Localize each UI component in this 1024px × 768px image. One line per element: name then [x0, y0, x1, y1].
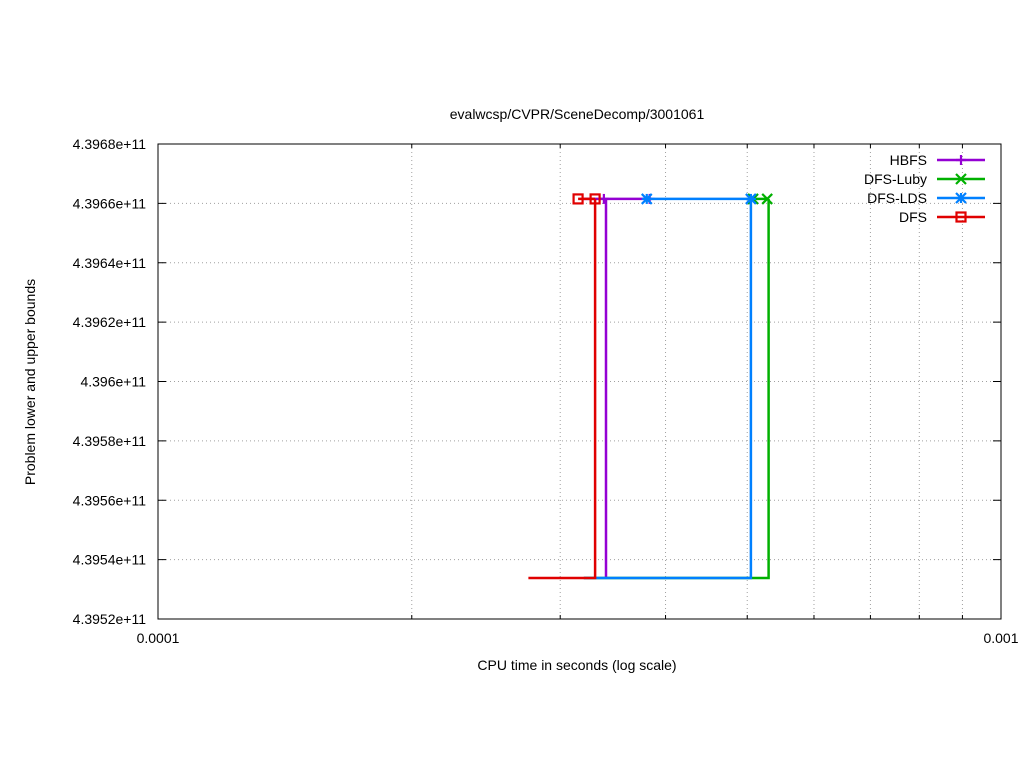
marker-stroke — [955, 192, 967, 204]
legend-item: DFS-LDS — [867, 190, 985, 206]
marker-stroke — [745, 193, 757, 205]
x-marker — [955, 173, 967, 185]
chart-title: evalwcsp/CVPR/SceneDecomp/3001061 — [450, 106, 705, 122]
square-marker — [589, 193, 601, 205]
x-axis-label: CPU time in seconds (log scale) — [477, 657, 676, 673]
tick-label-layer: 4.3952e+11 4.3954e+11 4.3956e+11 4.3958e+11… — [73, 136, 1019, 646]
legend-label: DFS — [899, 209, 927, 225]
legend-label: DFS-Luby — [864, 171, 927, 187]
square-marker — [955, 211, 967, 223]
series-lower-bound-line — [583, 198, 753, 580]
y-tick-label: 4.3968e+11 — [73, 136, 147, 152]
legend-label: DFS-LDS — [867, 190, 927, 206]
square-marker — [572, 193, 584, 205]
series-layer — [528, 193, 773, 580]
legend-item: DFS — [899, 209, 985, 225]
y-tick-label: 4.3964e+11 — [73, 255, 147, 271]
marker-stroke — [589, 193, 601, 205]
series-dfs — [528, 193, 601, 580]
x-tick-label: 0.0001 — [137, 630, 180, 646]
legend-item: HBFS — [890, 152, 985, 168]
y-tick-label: 4.3956e+11 — [73, 492, 147, 508]
legend-item: DFS-Luby — [864, 171, 985, 187]
y-tick-label: 4.3966e+11 — [73, 195, 147, 211]
x-marker — [761, 193, 773, 205]
y-tick-label: 4.3954e+11 — [73, 552, 147, 568]
star-marker — [955, 192, 967, 204]
series-dfs-lds — [583, 193, 757, 580]
marker-stroke — [955, 211, 967, 223]
grid-layer — [158, 144, 1001, 619]
star-marker — [745, 193, 757, 205]
series-dfs-luby — [583, 193, 773, 580]
plus-marker — [956, 155, 966, 165]
marker-stroke — [955, 173, 967, 185]
marker-stroke — [572, 193, 584, 205]
series-lower-bound-line — [528, 198, 597, 580]
y-tick-label: 4.3952e+11 — [73, 611, 147, 627]
plot-frame — [157, 143, 1002, 620]
y-axis-label: Problem lower and upper bounds — [22, 279, 38, 485]
y-tick-label: 4.3958e+11 — [73, 433, 147, 449]
y-tick-label: 4.396e+11 — [80, 374, 146, 390]
x-tick-label: 0.001 — [983, 630, 1018, 646]
marker-stroke — [761, 193, 773, 205]
marker-stroke — [640, 193, 653, 205]
legend-label: HBFS — [890, 152, 927, 168]
star-marker — [640, 193, 653, 205]
legend: HBFS DFS-Luby DFS-LDS DFS — [864, 152, 985, 225]
y-tick-label: 4.3962e+11 — [73, 314, 147, 330]
series-lower-bound-line — [583, 198, 770, 580]
